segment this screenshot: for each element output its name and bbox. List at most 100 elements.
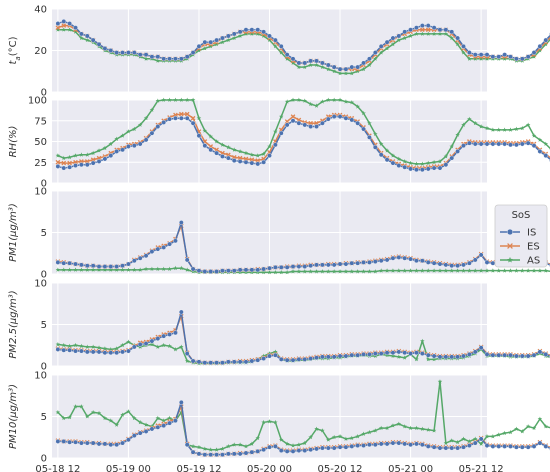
data-point [331, 354, 337, 360]
data-point [508, 127, 513, 132]
data-point [537, 48, 543, 53]
data-point [437, 268, 443, 273]
data-point [143, 137, 149, 143]
data-point [214, 37, 220, 43]
y-tick-label: 0 [41, 88, 47, 99]
data-point [443, 27, 449, 33]
data-point [378, 43, 384, 49]
data-point [179, 344, 184, 349]
data-point [537, 43, 543, 49]
data-point [466, 260, 472, 266]
data-point [455, 132, 460, 137]
data-point [443, 31, 449, 36]
data-point [373, 269, 378, 274]
legend-label: IS [527, 228, 536, 239]
data-point [396, 254, 402, 260]
data-point [96, 345, 102, 350]
data-point [390, 153, 396, 158]
data-point [455, 149, 461, 154]
data-point [343, 269, 349, 274]
data-point [320, 428, 325, 433]
y-tick-label: 0 [41, 179, 47, 190]
data-point [155, 344, 161, 349]
data-point [378, 268, 384, 273]
data-point [214, 452, 220, 458]
data-point [478, 345, 484, 351]
data-point [84, 33, 90, 39]
data-point [243, 159, 249, 165]
data-point [337, 97, 343, 102]
data-point [314, 120, 319, 126]
data-point [243, 31, 249, 36]
data-point [384, 148, 390, 153]
data-point [420, 268, 425, 273]
data-point [467, 56, 472, 61]
data-point [79, 35, 84, 40]
data-point [290, 114, 296, 119]
data-point [325, 354, 331, 360]
data-point [249, 441, 255, 446]
data-point [325, 116, 331, 122]
data-point [502, 52, 508, 58]
data-point [55, 259, 61, 265]
data-point [461, 122, 466, 127]
data-point [161, 423, 167, 429]
data-point [314, 269, 319, 274]
data-point [237, 442, 243, 447]
data-point [431, 353, 437, 359]
data-point [520, 125, 525, 131]
data-point [61, 23, 67, 28]
data-point [525, 353, 531, 359]
data-point [73, 163, 78, 168]
data-point [325, 445, 331, 451]
data-point [525, 424, 531, 429]
data-point [372, 50, 378, 55]
data-point [361, 351, 366, 357]
data-point [384, 268, 390, 273]
data-point [225, 359, 231, 365]
data-point [196, 359, 202, 365]
data-point [78, 262, 84, 268]
data-point [425, 27, 431, 33]
data-point [419, 167, 425, 173]
data-point [202, 39, 208, 45]
data-point [96, 155, 102, 161]
data-point [173, 418, 178, 424]
data-point [443, 445, 449, 451]
data-point [343, 261, 349, 267]
data-point [531, 443, 537, 449]
data-point [337, 66, 343, 72]
data-point [267, 144, 272, 149]
data-point [484, 351, 490, 357]
data-point [402, 35, 407, 40]
data-point [102, 156, 108, 162]
data-point [55, 163, 61, 169]
data-point [184, 115, 190, 121]
data-point [85, 344, 90, 349]
data-point [184, 351, 190, 356]
data-point [290, 97, 296, 102]
data-point [108, 418, 114, 423]
data-point [378, 441, 384, 447]
data-point [243, 27, 249, 33]
data-point [67, 27, 72, 32]
data-point [396, 349, 402, 355]
data-point [396, 33, 402, 39]
data-point [314, 355, 319, 361]
series-is [55, 399, 550, 458]
data-point [372, 259, 378, 264]
data-point [137, 255, 143, 261]
data-point [531, 352, 537, 358]
data-point [302, 448, 308, 453]
data-point [167, 332, 172, 337]
data-point [102, 46, 108, 51]
data-point [514, 268, 519, 273]
data-point [184, 267, 190, 272]
data-point [361, 269, 366, 274]
data-point [96, 410, 102, 416]
data-point [220, 268, 225, 274]
data-point [384, 257, 390, 263]
data-point [519, 141, 525, 147]
data-point [543, 153, 549, 159]
data-point [273, 419, 278, 425]
